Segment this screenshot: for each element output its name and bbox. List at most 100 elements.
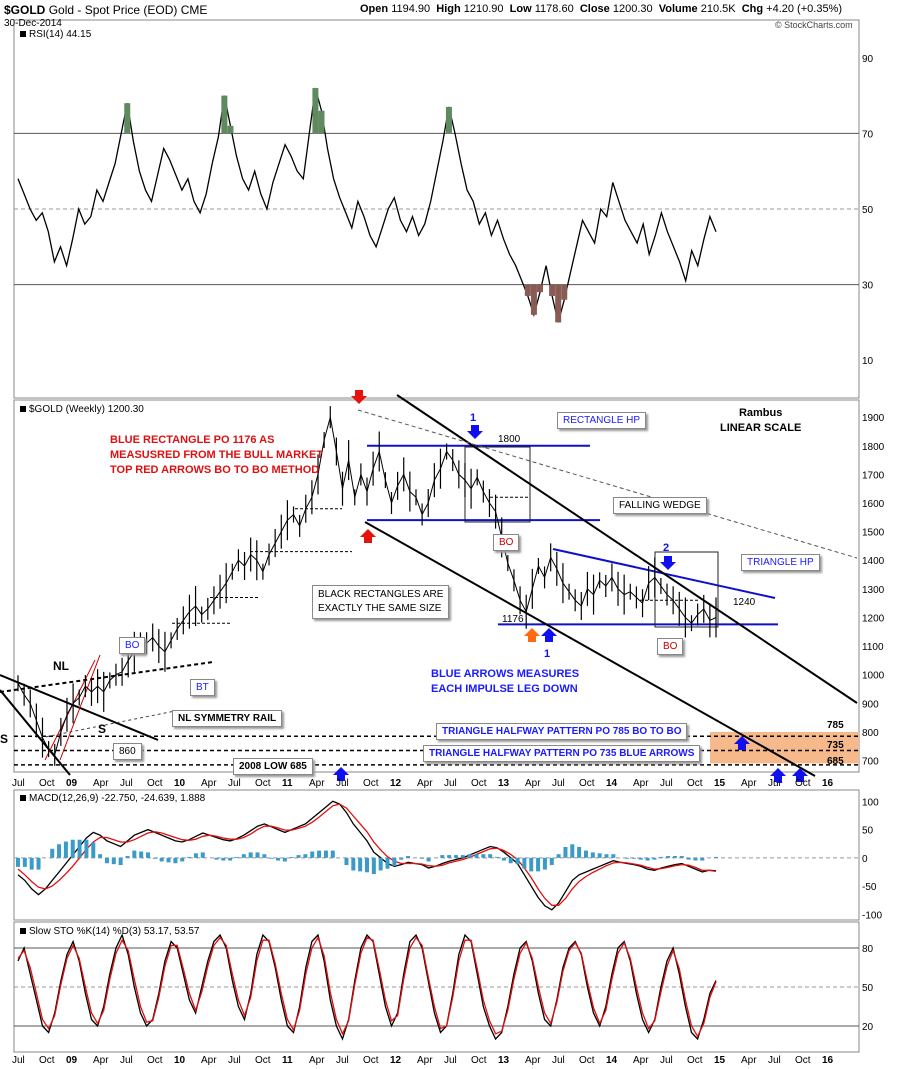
rsi-oversold-fill <box>524 284 531 296</box>
macd-histogram-bar <box>597 853 602 858</box>
black-rectangles-note: BLACK RECTANGLES ARE EXACTLY THE SAME SI… <box>312 585 450 619</box>
x-tick-label: 15 <box>714 1055 726 1066</box>
macd-histogram-bar <box>666 856 671 858</box>
macd-histogram-bar <box>16 857 20 867</box>
y-tick-label: 30 <box>862 281 874 292</box>
macd-histogram-bar <box>262 854 267 858</box>
macd-histogram-bar <box>358 857 363 872</box>
macd-histogram-bar <box>70 839 75 858</box>
rsi-title: RSI(14) 44.15 <box>29 29 92 40</box>
macd-histogram-bar <box>399 857 404 860</box>
macd-histogram-bar <box>426 857 431 862</box>
y-tick-label: 50 <box>862 205 874 216</box>
rsi-oversold-fill <box>536 284 543 293</box>
level-735-label: 735 <box>827 740 844 751</box>
x-tick-label: Oct <box>471 778 487 789</box>
macd-histogram-bar <box>146 852 151 858</box>
x-tick-label: Oct <box>795 1055 811 1066</box>
y-tick-label: 90 <box>862 54 874 65</box>
x-tick-label: Oct <box>39 1055 55 1066</box>
x-tick-label: Jul <box>660 778 673 789</box>
x-tick-label: Apr <box>525 778 541 789</box>
macd-histogram-bar <box>659 856 664 858</box>
series-line <box>17 936 717 1038</box>
macd-histogram-bar <box>317 850 322 858</box>
exchange: CME <box>180 3 208 17</box>
macd-histogram-bar <box>180 857 185 862</box>
level-685-label: 685 <box>827 756 844 767</box>
x-tick-label: Oct <box>363 778 379 789</box>
rsi-oversold-fill <box>561 284 568 300</box>
macd-histogram-bar <box>679 856 684 858</box>
x-tick-label: 14 <box>606 1055 618 1066</box>
falling-wedge-label: FALLING WEDGE <box>613 497 707 514</box>
wedge-lower-line <box>364 521 816 777</box>
macd-histogram-bar <box>453 855 458 858</box>
rsi-oversold-fill <box>549 284 556 296</box>
macd-histogram-bar <box>310 851 315 858</box>
watermark: © StockCharts.com <box>775 20 853 30</box>
rsi-overbought-fill <box>221 95 228 134</box>
macd-histogram-bar <box>611 854 616 858</box>
x-tick-label: Oct <box>687 1055 703 1066</box>
hs-neckline <box>0 674 159 741</box>
series-line <box>17 800 717 911</box>
volume-value: 210.5K <box>700 3 736 15</box>
y-tick-label: 50 <box>862 826 874 837</box>
macd-histogram-bar <box>152 857 157 859</box>
macd-histogram-bar <box>269 857 274 859</box>
x-tick-label: Jul <box>12 778 25 789</box>
y-tick-label: 1200 <box>862 613 885 624</box>
macd-histogram-bar <box>590 852 595 858</box>
y-tick-label: 50 <box>862 983 874 994</box>
nl-dashed-line <box>0 661 214 693</box>
x-tick-label: Jul <box>444 778 457 789</box>
macd-panel <box>13 789 860 921</box>
macd-histogram-bar <box>241 854 246 858</box>
x-tick-label: Apr <box>309 778 325 789</box>
macd-histogram-bar <box>282 857 287 862</box>
wedge-upper-line <box>396 394 858 704</box>
macd-histogram-bar <box>693 857 698 861</box>
macd-histogram-bar <box>385 857 390 869</box>
y-tick-label: -50 <box>862 882 877 893</box>
macd-title: MACD(12,26,9) -22.750, -24.639, 1.888 <box>29 793 206 804</box>
y-tick-label: 1500 <box>862 528 885 539</box>
x-tick-label: Oct <box>579 778 595 789</box>
bt-label: BT <box>190 679 215 696</box>
macd-histogram-bar <box>419 857 424 859</box>
high-value: 1210.90 <box>463 3 504 15</box>
x-tick-label: Apr <box>417 1055 433 1066</box>
macd-histogram-bar <box>139 851 144 858</box>
macd-histogram-bar <box>200 852 205 858</box>
x-tick-label: 09 <box>66 1055 78 1066</box>
x-tick-label: Oct <box>255 778 271 789</box>
x-tick-label: 16 <box>822 778 834 789</box>
x-tick-label: 10 <box>174 778 186 789</box>
impulse-2-top-label: 2 <box>663 542 670 554</box>
2008-low-label: 2008 LOW 685 <box>233 758 313 775</box>
x-tick-label: Apr <box>741 778 757 789</box>
macd-histogram-bar <box>29 857 34 870</box>
open-value: 1194.90 <box>391 3 431 15</box>
macd-histogram-bar <box>529 857 534 872</box>
y-tick-label: 1900 <box>862 413 885 424</box>
macd-histogram-bar <box>604 854 609 858</box>
x-tick-label: 11 <box>282 1055 293 1066</box>
x-tick-label: 14 <box>606 778 618 789</box>
macd-histogram-bar <box>276 857 281 861</box>
macd-histogram-bar <box>501 857 506 861</box>
macd-histogram-bar <box>652 857 657 860</box>
x-tick-label: Jul <box>552 778 565 789</box>
x-tick-label: Oct <box>471 1055 487 1066</box>
macd-histogram-bar <box>549 857 554 866</box>
macd-histogram-bar <box>36 857 41 870</box>
x-tick-label: Jul <box>336 778 349 789</box>
low-2008-arrow <box>333 767 349 781</box>
x-tick-label: Jul <box>660 1055 673 1066</box>
macd-histogram-bar <box>351 857 356 871</box>
series-line <box>17 803 717 906</box>
x-tick-label: Oct <box>795 778 811 789</box>
macd-histogram-bar <box>228 857 233 861</box>
